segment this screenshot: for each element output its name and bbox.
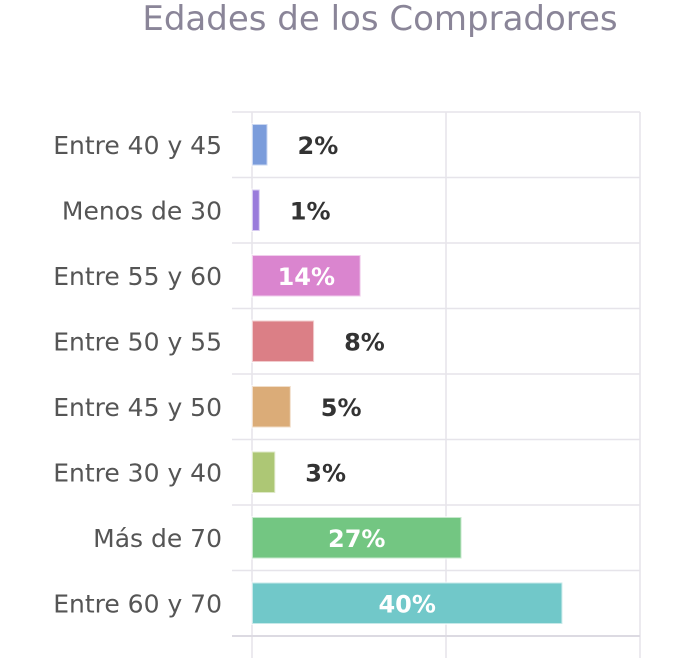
category-label: Entre 60 y 70 [53, 589, 222, 618]
bar [251, 385, 292, 429]
bar [251, 188, 261, 232]
bars [251, 123, 564, 625]
category-label: Entre 30 y 40 [53, 458, 222, 487]
category-label: Más de 70 [93, 524, 222, 553]
bar [251, 516, 463, 560]
data-label: 8% [344, 328, 385, 356]
data-label: 5% [321, 394, 362, 422]
data-label: 1% [290, 197, 331, 225]
category-label: Menos de 30 [62, 196, 222, 225]
category-label: Entre 45 y 50 [53, 393, 222, 422]
category-label: Entre 50 y 55 [53, 327, 222, 356]
bar [251, 319, 316, 363]
data-label: 14% [278, 263, 335, 291]
category-label: Entre 55 y 60 [53, 262, 222, 291]
bar [251, 123, 269, 167]
grid [232, 111, 641, 658]
category-labels: Entre 40 y 45 Menos de 30 Entre 55 y 60 Ent… [53, 131, 222, 619]
category-label: Entre 40 y 45 [53, 131, 222, 160]
data-label: 3% [305, 459, 346, 487]
bar [251, 450, 277, 494]
data-label: 40% [378, 590, 435, 618]
data-label: 2% [298, 132, 339, 160]
bar [251, 581, 564, 625]
bar [251, 254, 362, 298]
data-labels: 2% 1% 14% 8% 5% 3% 27% 40% [278, 132, 436, 619]
data-label: 27% [328, 525, 385, 553]
chart-title: Edades de los Compradores [142, 0, 618, 39]
